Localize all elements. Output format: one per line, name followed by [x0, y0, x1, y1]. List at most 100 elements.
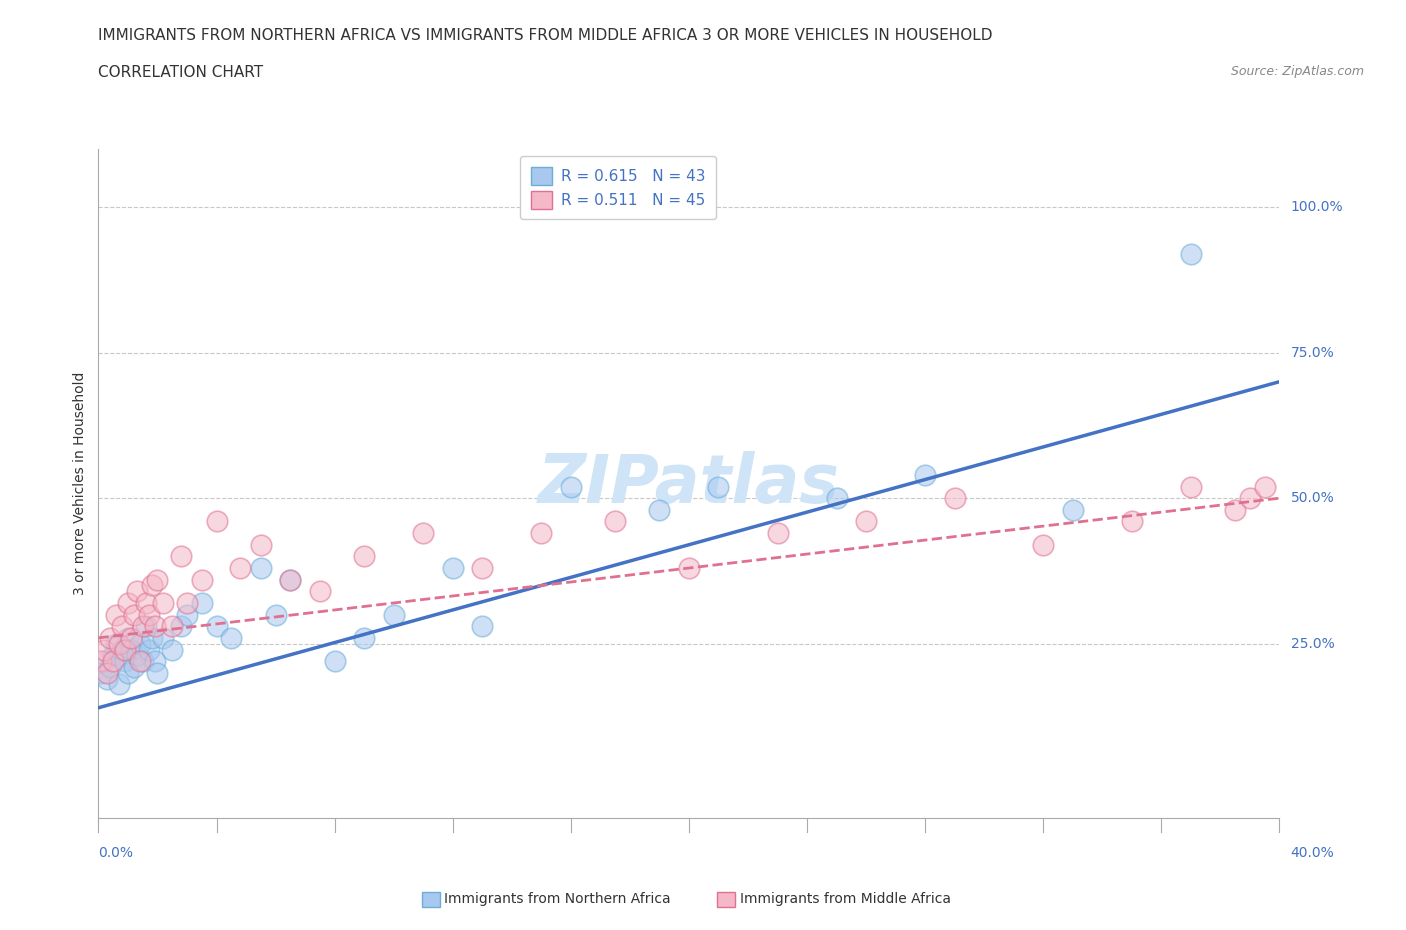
Point	[560, 479, 582, 494]
Point	[162, 618, 183, 633]
Point	[353, 549, 375, 564]
Point	[441, 561, 464, 576]
Point	[103, 648, 125, 663]
Point	[605, 514, 627, 529]
Point	[117, 665, 139, 680]
Text: 40.0%: 40.0%	[1291, 846, 1334, 860]
Point	[96, 665, 118, 680]
Text: ZIPatlas: ZIPatlas	[538, 451, 839, 516]
Point	[1239, 491, 1261, 506]
Point	[135, 595, 157, 610]
Point	[146, 665, 169, 680]
Point	[117, 595, 139, 610]
Point	[323, 654, 346, 669]
Point	[1254, 479, 1277, 494]
Point	[170, 618, 193, 633]
Point	[128, 654, 150, 669]
Point	[114, 654, 136, 669]
Point	[132, 654, 155, 669]
Point	[382, 607, 405, 622]
Point	[353, 631, 375, 645]
Point	[191, 572, 214, 587]
Point	[125, 584, 148, 599]
Point	[90, 654, 112, 669]
Point	[250, 538, 273, 552]
Point	[176, 595, 198, 610]
Point	[138, 642, 160, 657]
Text: CORRELATION CHART: CORRELATION CHART	[98, 65, 263, 80]
Point	[1180, 479, 1202, 494]
Point	[105, 636, 128, 651]
Point	[141, 578, 163, 593]
Point	[229, 561, 252, 576]
Point	[530, 525, 553, 540]
Point	[111, 642, 134, 657]
Point	[132, 618, 155, 633]
Point	[122, 659, 145, 674]
Text: 50.0%: 50.0%	[1291, 491, 1334, 505]
Point	[219, 631, 242, 645]
Point	[1032, 538, 1054, 552]
Point	[176, 607, 198, 622]
Point	[152, 595, 174, 610]
Point	[93, 642, 115, 657]
Point	[648, 502, 671, 517]
Point	[1223, 502, 1246, 517]
Point	[98, 659, 121, 674]
Text: IMMIGRANTS FROM NORTHERN AFRICA VS IMMIGRANTS FROM MIDDLE AFRICA 3 OR MORE VEHIC: IMMIGRANTS FROM NORTHERN AFRICA VS IMMIG…	[98, 28, 993, 43]
Text: 75.0%: 75.0%	[1291, 346, 1334, 360]
Point	[264, 607, 287, 622]
Point	[678, 561, 700, 576]
Point	[1180, 246, 1202, 261]
Point	[162, 642, 183, 657]
Point	[114, 642, 136, 657]
Point	[309, 584, 332, 599]
Point	[170, 549, 193, 564]
Text: Immigrants from Middle Africa: Immigrants from Middle Africa	[740, 892, 950, 907]
Point	[93, 654, 115, 669]
Point	[111, 618, 134, 633]
Point	[278, 572, 302, 587]
Point	[143, 654, 166, 669]
Point	[152, 631, 174, 645]
Y-axis label: 3 or more Vehicles in Household: 3 or more Vehicles in Household	[73, 372, 87, 595]
Point	[146, 572, 169, 587]
Point	[122, 607, 145, 622]
Point	[278, 572, 302, 587]
Text: 25.0%: 25.0%	[1291, 637, 1334, 651]
Text: 100.0%: 100.0%	[1291, 200, 1343, 214]
Point	[117, 631, 139, 645]
Text: Source: ZipAtlas.com: Source: ZipAtlas.com	[1230, 65, 1364, 78]
Point	[205, 514, 228, 529]
Point	[471, 561, 494, 576]
Point	[103, 654, 125, 669]
Point	[1062, 502, 1084, 517]
Point	[471, 618, 494, 633]
Point	[135, 618, 157, 633]
Point	[205, 618, 228, 633]
Point	[105, 607, 128, 622]
Text: Immigrants from Northern Africa: Immigrants from Northern Africa	[444, 892, 671, 907]
Point	[138, 607, 160, 622]
Point	[125, 648, 148, 663]
Point	[108, 636, 131, 651]
Point	[108, 677, 131, 692]
Point	[766, 525, 789, 540]
Point	[128, 636, 150, 651]
Point	[120, 642, 142, 657]
Point	[855, 514, 877, 529]
Point	[141, 631, 163, 645]
Point	[825, 491, 848, 506]
Point	[98, 631, 121, 645]
Point	[96, 671, 118, 686]
Legend: R = 0.615   N = 43, R = 0.511   N = 45: R = 0.615 N = 43, R = 0.511 N = 45	[520, 156, 716, 219]
Point	[143, 618, 166, 633]
Point	[412, 525, 434, 540]
Point	[707, 479, 730, 494]
Point	[250, 561, 273, 576]
Point	[1121, 514, 1143, 529]
Point	[943, 491, 966, 506]
Point	[120, 631, 142, 645]
Text: 0.0%: 0.0%	[98, 846, 134, 860]
Point	[191, 595, 214, 610]
